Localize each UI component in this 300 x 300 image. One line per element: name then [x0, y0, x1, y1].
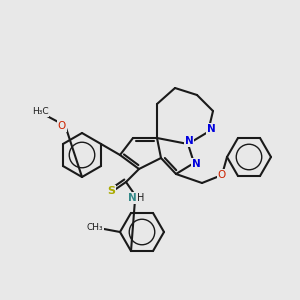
Text: CH₃: CH₃	[87, 223, 103, 232]
Text: S: S	[107, 186, 115, 196]
Text: N: N	[184, 136, 194, 146]
Text: H: H	[137, 193, 145, 203]
Text: N: N	[192, 159, 200, 169]
Text: O: O	[58, 121, 66, 131]
Text: O: O	[218, 170, 226, 180]
Text: H₃C: H₃C	[32, 107, 48, 116]
Text: N: N	[207, 124, 215, 134]
Text: N: N	[128, 193, 136, 203]
